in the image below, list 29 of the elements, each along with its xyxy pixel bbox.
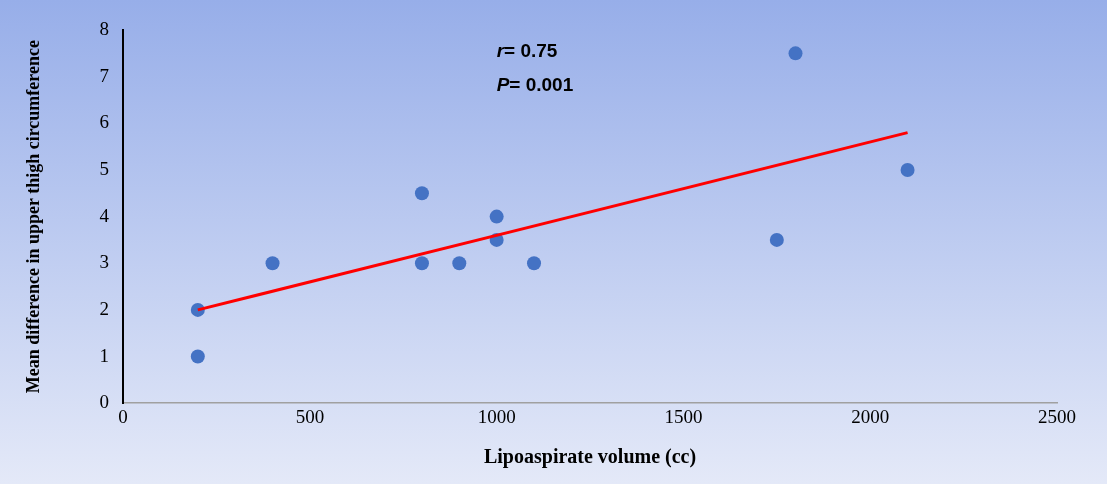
point (414, 256, 429, 271)
y-tick-label: 2 (99, 297, 110, 319)
point (527, 256, 542, 271)
x-tick-label: 2000 (851, 405, 890, 427)
x-tick-label: 1500 (664, 405, 703, 427)
y-tick-label: 6 (99, 111, 110, 133)
y-tick-label: 4 (99, 204, 110, 226)
point (769, 232, 784, 247)
annotation: r= 0.75 (496, 40, 558, 62)
y-tick-label: 1 (99, 344, 110, 366)
point (788, 46, 803, 61)
y-tick-label: 7 (99, 64, 110, 86)
x-tick-label: 500 (295, 405, 325, 427)
point (489, 209, 504, 224)
point (414, 186, 429, 201)
point (452, 256, 467, 271)
y-tick-label: 5 (99, 157, 110, 179)
y-tick-label: 0 (99, 391, 110, 413)
y-tick-label: 3 (99, 251, 110, 273)
y-tick-label: 8 (99, 17, 110, 39)
x-axis-title: Lipoaspirate volume (cc) (483, 445, 697, 469)
point (900, 162, 915, 177)
annotation: P= 0.001 (496, 74, 574, 96)
x-tick-label: 2500 (1038, 405, 1076, 427)
x-tick-label: 0 (118, 405, 128, 427)
x-tick-label: 1000 (477, 405, 516, 427)
point (190, 349, 205, 364)
y-axis-title: Mean difference in upper thigh circumference (23, 40, 44, 394)
point (265, 256, 280, 271)
